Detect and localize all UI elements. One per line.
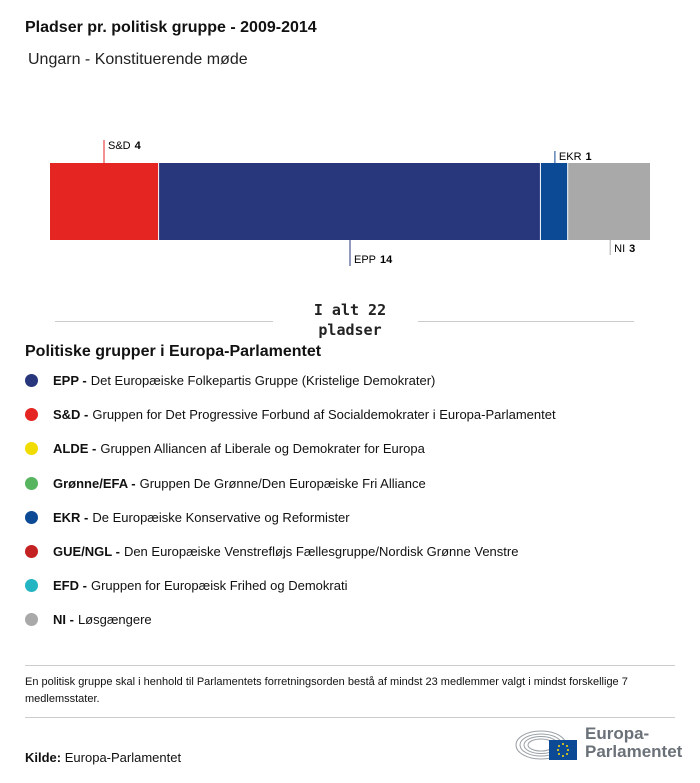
legend-abbr: Grønne/EFA -: [53, 475, 136, 491]
legend-item: Grønne/EFA - Gruppen De Grønne/Den Europæ…: [25, 476, 426, 491]
bar-segment-ekr: [540, 163, 568, 240]
legend-abbr: EKR -: [53, 509, 89, 525]
chart-title: Pladser pr. politisk gruppe - 2009-2014: [25, 19, 317, 36]
hemicycle-flag-icon: [515, 730, 577, 760]
legend-dot-icon: [25, 579, 38, 593]
data-label: EKR 1: [559, 151, 592, 163]
legend-name: Gruppen for Det Progressive Forbund af S…: [92, 407, 556, 423]
legend-abbr: S&D -: [53, 407, 89, 423]
logo-line1: Europa-: [585, 724, 650, 743]
legend-dot-icon: [25, 408, 38, 422]
bar-segment-ni: [568, 163, 650, 240]
legend-title: Politiske grupper i Europa-Parlamentet: [25, 343, 322, 360]
legend-dot-icon: [25, 613, 38, 627]
legend-name: Den Europæiske Venstrefløjs Fællesgruppe…: [123, 544, 519, 559]
footnote: En politisk gruppe skal i henhold til Pa…: [25, 676, 628, 705]
legend-dot-icon: [25, 476, 38, 490]
source-label: Kilde:: [25, 750, 62, 765]
divider: [25, 665, 675, 666]
legend-item: EPP - Det Europæiske Folkepartis Gruppe (…: [25, 373, 435, 388]
legend-abbr: EPP -: [53, 373, 87, 388]
legend-name: Det Europæiske Folkepartis Gruppe (Krist…: [90, 373, 436, 388]
legend-item: ALDE - Gruppen Alliancen af Liberale og D…: [25, 441, 425, 456]
legend-dot-icon: [25, 545, 38, 558]
divider-right: [418, 321, 634, 322]
total-seats-label: I alt 22 pladser: [313, 301, 387, 339]
legend-abbr: EFD -: [53, 578, 87, 594]
divider-left: [55, 321, 273, 322]
legend-item: EKR - De Europæiske Konservative og Refor…: [25, 510, 350, 525]
legend-name: Gruppen for Europæisk Frihed og Demokrat…: [90, 578, 348, 594]
data-label: NI 3: [614, 243, 635, 255]
legend-abbr: NI -: [53, 612, 74, 628]
label-value: 14: [380, 254, 393, 266]
legend-dot-icon: [25, 442, 38, 456]
legend-dot-icon: [25, 374, 38, 387]
legend-name: Gruppen De Grønne/Den Europæiske Fri All…: [139, 475, 426, 491]
logo-line2: Parlamentet: [585, 742, 683, 761]
legend-name: Løsgængere: [77, 612, 152, 628]
source: Kilde: Europa-Parlamentet: [25, 750, 181, 765]
label-value: 3: [629, 243, 635, 255]
label-value: 4: [135, 140, 142, 152]
data-label: S&D 4: [108, 140, 142, 152]
legend-name: Gruppen Alliancen af Liberale og Demokra…: [100, 441, 425, 457]
label-category: EKR: [559, 151, 582, 163]
bar-segment-sd: [50, 163, 159, 240]
legend-abbr: GUE/NGL -: [53, 544, 120, 559]
data-label: EPP 14: [354, 254, 393, 266]
bar-segment-epp: [159, 163, 540, 240]
divider: [25, 717, 675, 718]
label-value: 1: [586, 151, 592, 163]
label-category: NI: [614, 243, 625, 255]
legend-item: S&D - Gruppen for Det Progressive Forbund…: [25, 407, 556, 422]
source-value: Europa-Parlamentet: [64, 750, 182, 765]
legend-name: De Europæiske Konservative og Reformiste…: [92, 509, 350, 525]
legend-item: EFD - Gruppen for Europæisk Frihed og Dem…: [25, 578, 347, 593]
chart-subtitle: Ungarn - Konstituerende møde: [28, 51, 248, 68]
ep-logo: Europa- Parlamentet: [515, 725, 682, 761]
label-category: EPP: [354, 254, 376, 266]
legend-dot-icon: [25, 510, 38, 524]
legend-item: NI - Løsgængere: [25, 612, 152, 627]
stacked-bar-chart: S&D 4 EPP 14 EKR 1 NI 3: [50, 140, 650, 266]
label-category: S&D: [108, 140, 131, 152]
legend-abbr: ALDE -: [53, 441, 97, 457]
legend-item: GUE/NGL - Den Europæiske Venstrefløjs Fæl…: [25, 544, 518, 559]
